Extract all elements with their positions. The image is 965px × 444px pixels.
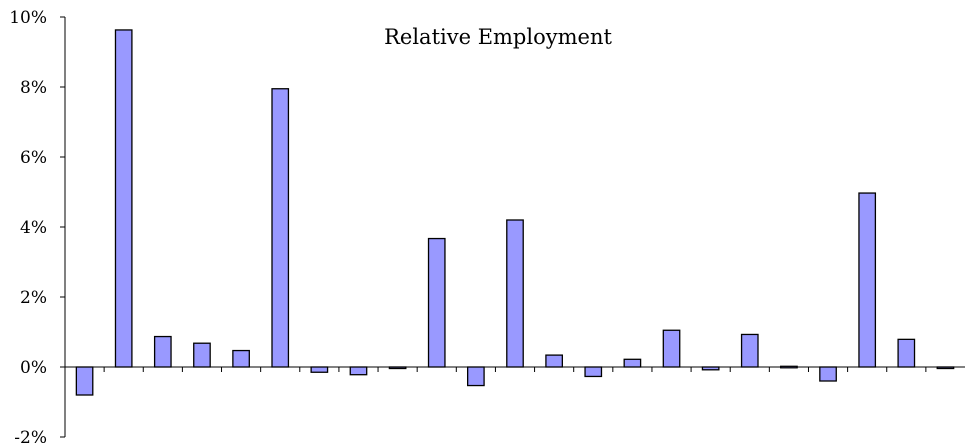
y-tick-label: 4% bbox=[20, 218, 47, 238]
bar bbox=[858, 192, 877, 368]
bar bbox=[349, 366, 368, 376]
bar bbox=[936, 366, 955, 370]
bar bbox=[623, 358, 642, 368]
y-tick-label: 8% bbox=[20, 78, 47, 98]
bar bbox=[584, 366, 603, 378]
bars bbox=[75, 29, 955, 396]
bar bbox=[897, 338, 916, 368]
bar bbox=[114, 29, 133, 368]
bar bbox=[662, 329, 681, 368]
bar bbox=[467, 366, 485, 387]
bar bbox=[427, 237, 446, 368]
bar bbox=[232, 349, 250, 368]
bar bbox=[780, 365, 798, 369]
y-tick-label: 2% bbox=[20, 288, 47, 308]
bar bbox=[545, 354, 563, 368]
bar bbox=[153, 335, 172, 368]
bar bbox=[819, 366, 837, 382]
bar bbox=[388, 366, 407, 370]
bar bbox=[271, 88, 290, 368]
bar bbox=[75, 366, 94, 396]
y-tick-label: 0% bbox=[20, 358, 47, 378]
bar bbox=[506, 219, 524, 368]
y-tick-label: -2% bbox=[14, 428, 47, 444]
bar bbox=[701, 366, 720, 371]
bar bbox=[193, 342, 211, 368]
bar bbox=[740, 333, 759, 368]
bar bbox=[310, 366, 329, 373]
y-axis-ticks: -2% 0% 2% 4% 6% 8% 10% bbox=[9, 8, 65, 444]
y-tick-label: 10% bbox=[9, 8, 47, 28]
y-tick-label: 6% bbox=[20, 148, 47, 168]
chart-title: Relative Employment bbox=[384, 25, 612, 49]
